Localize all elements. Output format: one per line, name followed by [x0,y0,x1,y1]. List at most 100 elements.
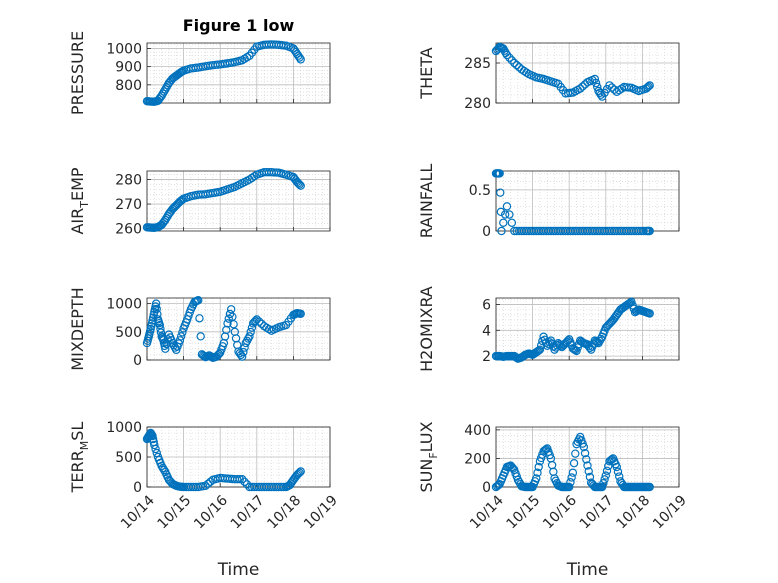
data-point [505,53,514,62]
data-point [295,180,304,189]
data-point [499,218,508,227]
subplot-2: 280 285 THETA [417,42,680,112]
data-point [161,344,170,353]
data-point [295,468,304,477]
subplot-3: 260 270 280 AIRTEMP [68,167,331,238]
x-tick-label: 10/15 [504,493,544,533]
y-axis-label: TERRMSL [68,422,91,494]
y-tick-label: 260 [115,222,142,238]
data-point [584,467,593,476]
data-point [240,477,249,486]
data-point [567,473,576,482]
y-axis-label-subscript: M [78,441,91,451]
data-point [237,475,247,484]
y-tick-label: 285 [464,56,491,72]
data-point [645,81,654,90]
y-tick-label: 200 [464,451,491,467]
data-point [223,319,232,328]
data-point [626,298,635,307]
data-point [585,472,595,482]
y-tick-label: 270 [115,197,142,213]
y-tick-label: 0 [133,353,142,369]
y-axis-label-main: H2OMIXRA [417,286,436,372]
data-point [242,480,252,489]
data-point [245,332,254,341]
x-tick-label: 10/16 [540,492,580,532]
data-point [237,352,247,361]
data-point [566,478,575,487]
data-point [569,458,579,468]
subplot-8: 0 200 400 SUNFLUX 10/1410/1510/1610/1710/181… [417,421,690,580]
y-axis-label-rest: EMP [68,167,87,201]
y-axis-label-main: AIR [68,208,87,235]
data-point [534,346,543,355]
data-point [578,82,587,91]
data-point [602,466,612,476]
data-point [512,60,521,70]
data-point [231,334,241,343]
data-point [580,448,590,458]
y-tick-label: 0 [133,480,142,496]
data-point [549,467,558,476]
y-tick-label: 6 [482,297,491,313]
axes-frame [495,170,680,232]
data-point [250,172,259,181]
data-point [295,53,304,62]
y-tick-label: 1000 [106,297,142,313]
data-point [294,469,303,478]
data-point [575,84,585,93]
data-point [639,226,648,236]
data-point [540,446,550,455]
y-axis-label-subscript: T [78,201,91,209]
data-point [194,296,203,305]
y-axis-label: SUNFLUX [417,421,440,492]
axes-frame [146,170,331,232]
data-point [547,460,557,470]
data-point [159,465,169,475]
y-tick-label: 0.5 [469,183,491,199]
data-point [510,58,519,68]
data-point [591,337,601,346]
data-point [235,475,244,484]
data-point [579,442,589,452]
x-tick-label: 10/18 [264,493,304,533]
y-tick-label: 900 [115,60,142,76]
data-point [505,210,514,219]
data-point [590,74,600,84]
y-tick-label: 4 [482,323,491,339]
y-axis-label-rest: SL [68,422,87,441]
data-point [175,336,185,345]
data-point [296,181,305,190]
data-point [233,340,242,350]
data-point [582,455,591,464]
data-point [255,317,264,326]
x-tick-label: 10/16 [191,492,231,532]
data-point [148,431,157,441]
data-point [571,345,580,355]
y-tick-label: 280 [464,96,491,112]
y-axis-label-main: THETA [417,47,436,99]
data-point [555,340,564,349]
data-point [613,467,623,476]
data-point [152,304,161,314]
y-axis-label-main: PRESSURE [68,31,87,115]
y-axis-label: THETA [417,47,436,99]
y-axis-label: H2OMIXRA [417,286,436,372]
data-point [502,202,512,211]
y-tick-label: 400 [464,423,491,439]
subplot-1: 800 900 1000 PRESSURE Figure 1 low [68,16,331,115]
y-tick-label: 1000 [106,41,142,57]
subplot-7: 0 500 1000 TERRMSL 10/1410/1510/1610/1710/18… [68,420,341,580]
x-tick-label: 10/14 [118,492,158,532]
axes-frame [495,42,680,104]
data-point [225,309,235,319]
subplot-6: 2 4 6 H2OMIXRA [417,286,680,372]
data-point [597,482,607,492]
y-tick-label: 0 [482,480,491,496]
subplot-4: 0 0.5 RAINFALL [417,164,680,240]
data-point [496,188,505,197]
data-point [240,343,249,352]
data-point [294,179,303,188]
data-point [162,213,171,223]
y-axis-label-main: RAINFALL [417,164,436,239]
